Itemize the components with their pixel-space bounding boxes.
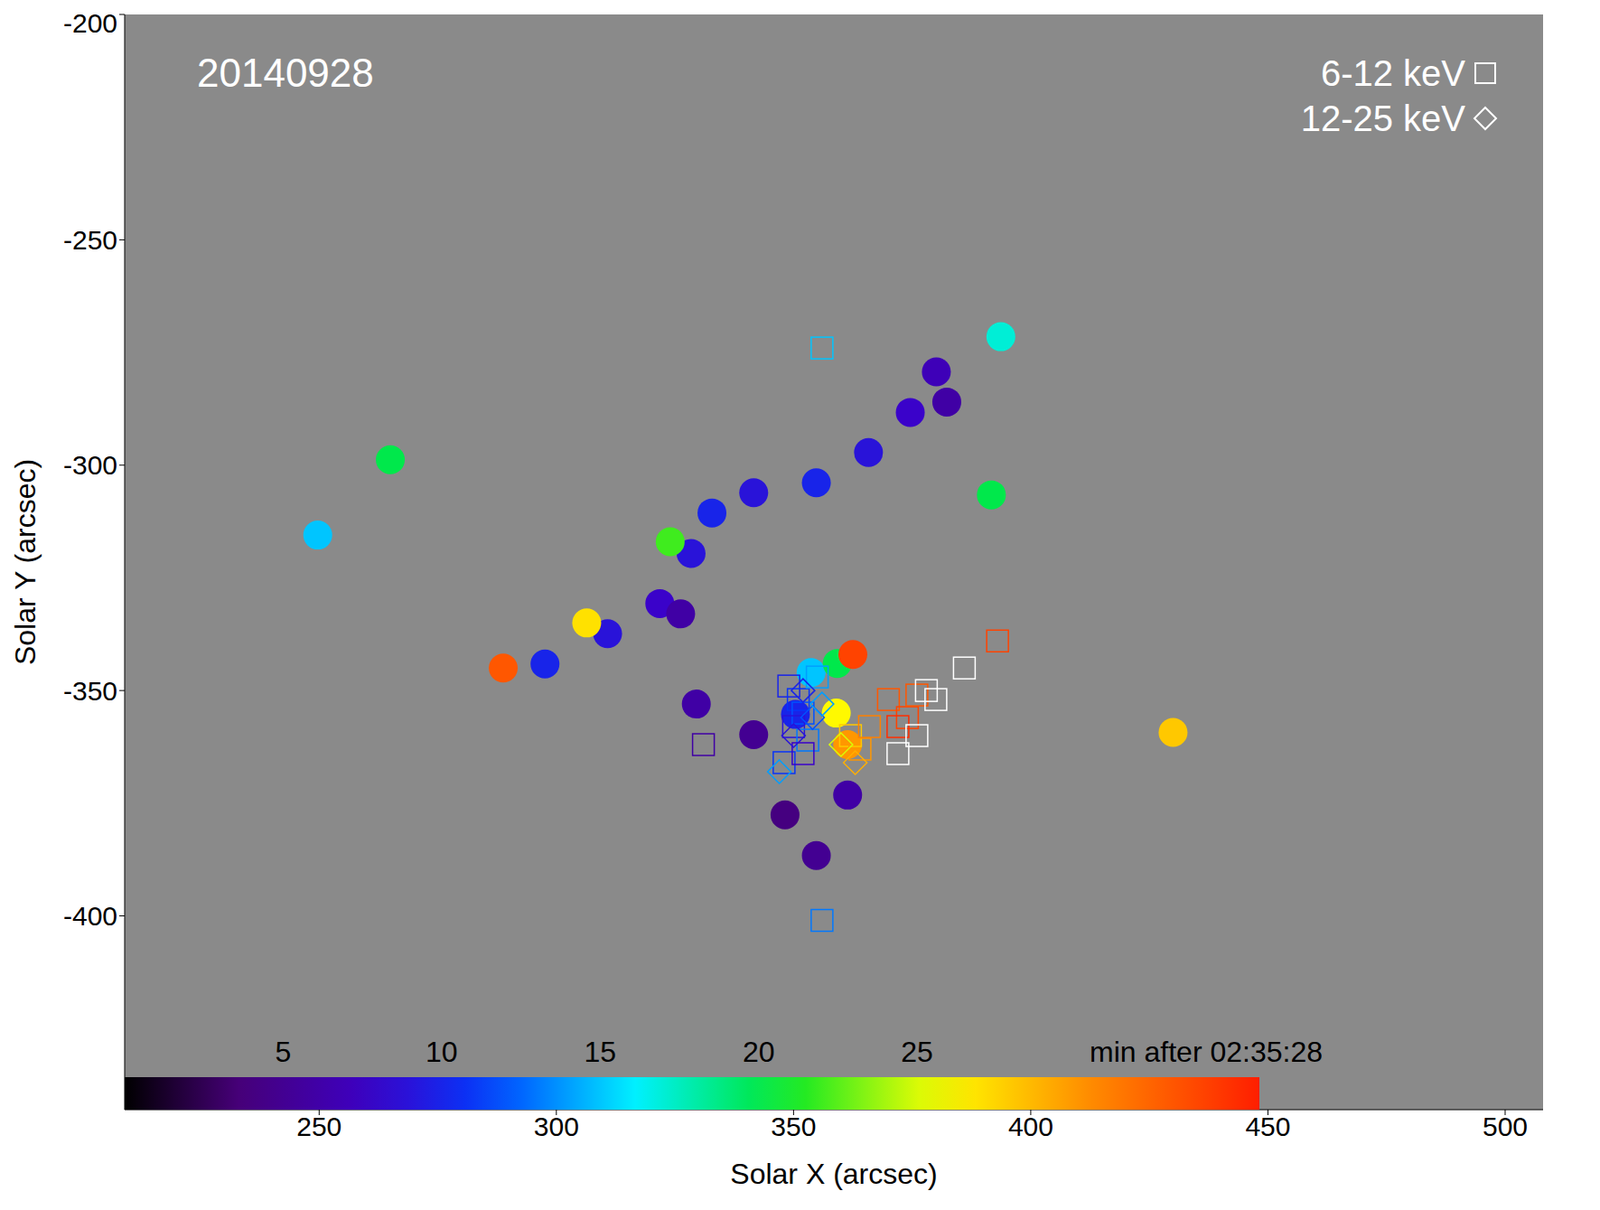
html-text:min after 02:35:28: min after 02:35:28: [1089, 1035, 1323, 1068]
html-text:20: 20: [742, 1035, 775, 1068]
svg-text:500: 500: [1482, 1111, 1528, 1142]
svg-text:-300: -300: [63, 449, 118, 480]
svg-text:Solar X (arcsec): Solar X (arcsec): [729, 1157, 937, 1190]
svg-text:450: 450: [1244, 1111, 1291, 1142]
html-text:15: 15: [584, 1035, 617, 1068]
html-text:12-25 keV: 12-25 keV: [1300, 98, 1466, 139]
html-text:5: 5: [275, 1035, 292, 1068]
svg-text:-350: -350: [63, 675, 118, 706]
svg-text:350: 350: [770, 1111, 816, 1142]
html-text:20140928: 20140928: [196, 50, 374, 95]
svg-text:-400: -400: [63, 900, 118, 931]
svg-text:-200: -200: [63, 8, 118, 38]
svg-text:300: 300: [533, 1111, 580, 1142]
svg-text:-250: -250: [63, 224, 118, 255]
svg-text:Solar Y (arcsec): Solar Y (arcsec): [9, 458, 42, 665]
html-text:6-12 keV: 6-12 keV: [1320, 53, 1466, 94]
html-text:25: 25: [901, 1035, 934, 1068]
html-text:10: 10: [425, 1035, 458, 1068]
svg-text:250: 250: [296, 1111, 342, 1142]
svg-text:400: 400: [1008, 1111, 1054, 1142]
